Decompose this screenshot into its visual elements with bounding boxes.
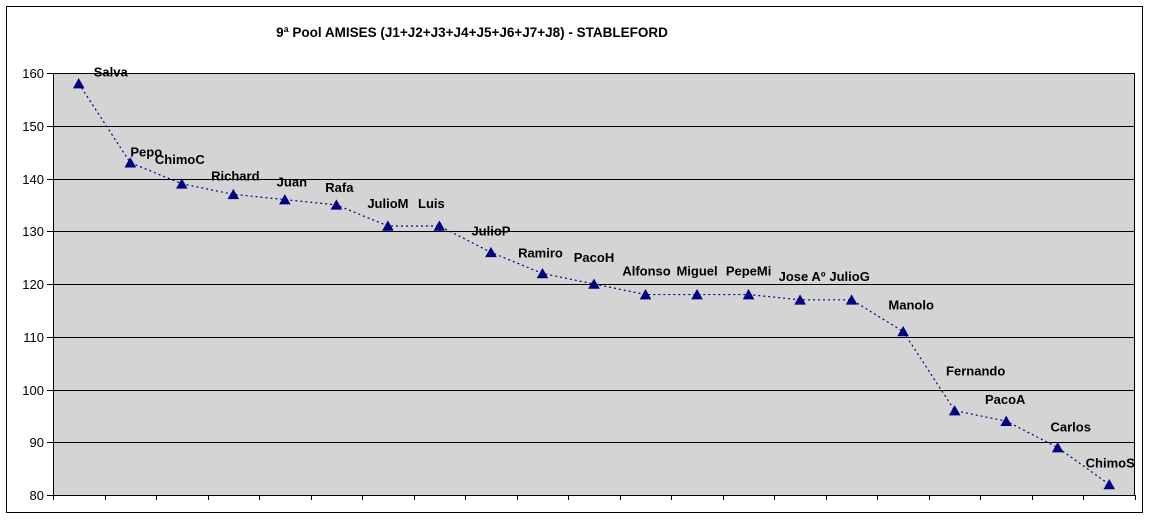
data-point-label: Salva	[94, 65, 129, 80]
y-tick-label: 130	[22, 224, 44, 239]
y-tick-label: 110	[23, 330, 44, 345]
data-point-label: Jose Aº	[779, 269, 826, 284]
data-point-label: JulioP	[471, 223, 510, 238]
data-point-label: Carlos	[1050, 420, 1090, 435]
data-point-marker	[227, 188, 240, 200]
data-point-label: Luis	[418, 196, 445, 211]
data-point-marker	[433, 220, 446, 231]
data-point-marker	[588, 278, 600, 289]
data-point-label: JulioM	[367, 196, 408, 211]
data-point-marker	[691, 289, 703, 300]
data-point-marker	[382, 220, 394, 231]
data-point-marker	[279, 194, 291, 205]
data-point-marker	[897, 325, 909, 337]
data-point-label: Richard	[211, 168, 259, 183]
data-point-marker	[536, 267, 549, 279]
data-point-marker	[176, 178, 188, 189]
data-point-label: Rafa	[325, 180, 354, 195]
y-tick-label: 80	[30, 488, 44, 503]
data-point-label: Pepo	[130, 145, 162, 160]
data-point-marker	[845, 294, 858, 305]
data-point-label: Ramiro	[518, 245, 563, 260]
data-point-label: Miguel	[676, 264, 717, 279]
data-point-marker	[742, 289, 755, 300]
data-point-marker	[1051, 442, 1064, 453]
data-point-label: PacoA	[985, 392, 1026, 407]
data-point-label: Fernando	[946, 364, 1005, 379]
data-point-label: ChimoS	[1086, 455, 1135, 470]
plot-area-layer: 80 90 100 110 120 130 140 150 160 Salva PepoChimoC…	[22, 65, 1136, 503]
data-point-marker	[639, 289, 652, 300]
data-point-marker	[1103, 478, 1116, 490]
y-tick-label: 150	[22, 119, 44, 134]
y-tick-label: 90	[30, 435, 44, 450]
data-point-label: Manolo	[888, 297, 934, 312]
data-point-marker	[948, 405, 961, 416]
data-point-marker	[124, 157, 137, 168]
chart-title: 9ª Pool AMISES (J1+J2+J3+J4+J5+J6+J7+J8)…	[276, 25, 668, 40]
y-tick-label: 140	[22, 172, 44, 187]
data-point-marker	[1000, 415, 1012, 426]
data-point-label: ChimoC	[155, 152, 205, 167]
data-point-marker	[794, 294, 806, 305]
data-point-marker	[485, 246, 497, 258]
data-point-label: Alfonso	[622, 264, 670, 279]
y-tick-label: 120	[22, 277, 44, 292]
data-point-label: Juan	[277, 175, 307, 190]
data-point-label: PepeMi	[726, 264, 772, 279]
y-tick-label: 100	[22, 383, 44, 398]
y-tick-label: 160	[22, 66, 44, 81]
data-point-marker	[330, 199, 343, 210]
data-point-label: PacoH	[574, 250, 614, 265]
data-point-label: JulioG	[829, 269, 869, 284]
data-point-marker	[72, 78, 85, 89]
